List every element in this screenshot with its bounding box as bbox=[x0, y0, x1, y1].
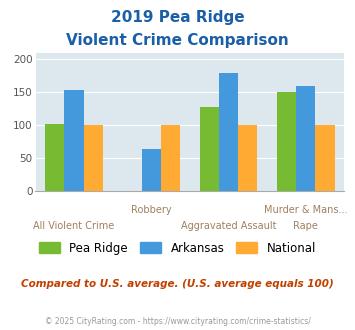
Text: © 2025 CityRating.com - https://www.cityrating.com/crime-statistics/: © 2025 CityRating.com - https://www.city… bbox=[45, 317, 310, 326]
Text: All Violent Crime: All Violent Crime bbox=[33, 221, 115, 231]
Legend: Pea Ridge, Arkansas, National: Pea Ridge, Arkansas, National bbox=[34, 237, 321, 259]
Bar bbox=[277, 92, 296, 191]
Bar bbox=[296, 86, 315, 191]
Bar bbox=[161, 125, 180, 191]
Bar bbox=[142, 148, 161, 191]
Text: Murder & Mans...: Murder & Mans... bbox=[264, 205, 348, 214]
Bar bbox=[219, 73, 238, 191]
Text: Compared to U.S. average. (U.S. average equals 100): Compared to U.S. average. (U.S. average … bbox=[21, 279, 334, 289]
Text: Robbery: Robbery bbox=[131, 205, 171, 214]
Bar bbox=[200, 107, 219, 191]
Text: 2019 Pea Ridge: 2019 Pea Ridge bbox=[111, 10, 244, 25]
Bar bbox=[65, 90, 84, 191]
Text: Rape: Rape bbox=[293, 221, 318, 231]
Bar bbox=[238, 125, 257, 191]
Bar bbox=[45, 124, 65, 191]
Bar bbox=[84, 125, 103, 191]
Bar bbox=[315, 125, 335, 191]
Text: Violent Crime Comparison: Violent Crime Comparison bbox=[66, 33, 289, 48]
Text: Aggravated Assault: Aggravated Assault bbox=[181, 221, 276, 231]
